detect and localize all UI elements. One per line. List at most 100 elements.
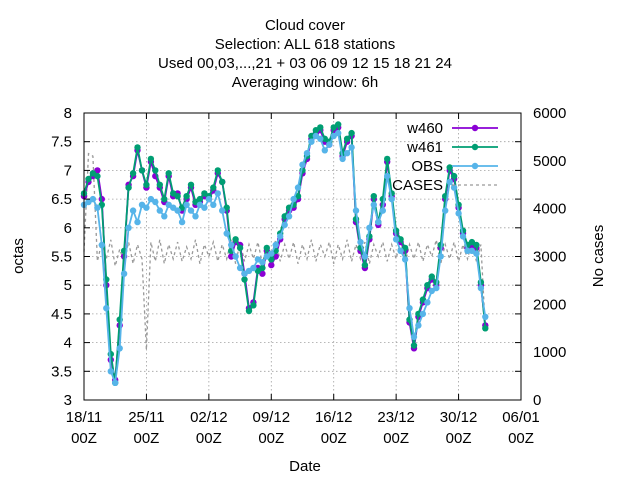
y2-tick-label: 0: [533, 392, 541, 409]
series-point-obs: [129, 207, 137, 214]
series-point-w461: [473, 241, 480, 249]
series-point-obs: [401, 256, 409, 263]
series-point-w460: [268, 261, 275, 269]
series-point-obs: [335, 129, 342, 137]
series-point-obs: [277, 233, 284, 240]
series-point-obs: [236, 264, 244, 272]
series-point-w461: [147, 155, 155, 163]
series-point-w461: [415, 310, 422, 318]
series-point-obs: [459, 233, 467, 240]
series-point-w461: [317, 124, 324, 131]
series-point-obs: [450, 184, 458, 191]
series-point-w461: [450, 172, 458, 180]
series-point-obs: [134, 218, 141, 226]
series-point-obs: [352, 207, 360, 214]
x-tick-label-date: 25/11: [128, 409, 164, 426]
series-point-obs: [299, 161, 306, 168]
series-point-obs: [317, 135, 324, 142]
series-point-obs: [290, 195, 297, 203]
series-point-w461: [165, 170, 172, 177]
series-point-obs: [178, 218, 186, 226]
series-point-obs: [321, 147, 328, 154]
series-point-obs: [161, 213, 168, 220]
series-point-obs: [285, 213, 293, 220]
series-point-w461: [134, 144, 141, 151]
series-point-w461: [183, 193, 190, 200]
x-tick-label-time: 00Z: [383, 430, 409, 447]
title-line-1: Selection: ALL 618 stations: [215, 36, 395, 53]
legend-marker-w460: [471, 124, 479, 132]
y2-tick-label: 4000: [533, 201, 566, 218]
legend: w460 w461 OBS CASES: [392, 120, 498, 194]
series-point-obs: [192, 213, 199, 220]
x-tick-label-time: 00Z: [196, 430, 222, 447]
series-cases: [83, 152, 486, 350]
x-tick-label-time: 00Z: [446, 430, 472, 447]
series-point-obs: [107, 368, 115, 375]
series-point-obs: [473, 250, 480, 257]
y2-tick-label: 6000: [533, 105, 566, 122]
y2-tick-label: 2000: [533, 296, 566, 313]
series-point-w461: [259, 264, 266, 272]
series-point-obs: [112, 379, 119, 386]
series-point-obs: [406, 305, 413, 312]
series-point-w461: [361, 261, 369, 269]
y-tick-label: 6.5: [51, 191, 72, 208]
series-point-obs: [446, 178, 453, 186]
x-tick-label-time: 00Z: [508, 430, 534, 447]
series-point-w461: [85, 175, 92, 183]
y2-axis-ticks: 0 1000 2000 3000 4000 5000 6000: [533, 105, 566, 409]
series-point-w461: [232, 236, 239, 243]
y-tick-label: 7: [64, 162, 72, 179]
series-point-w461: [219, 178, 226, 186]
series-point-w461: [143, 181, 150, 188]
series-point-obs: [339, 155, 346, 163]
series-point-w461: [410, 342, 418, 349]
series-point-w461: [384, 155, 391, 163]
series-point-obs: [433, 284, 440, 292]
title-line-3: Averaging window: 6h: [232, 74, 378, 91]
series-point-w461: [125, 184, 132, 191]
x-tick-label-date: 16/12: [315, 409, 353, 426]
series-layer: [80, 121, 489, 386]
series-point-w461: [482, 325, 489, 332]
series-point-obs: [89, 195, 97, 203]
series-point-obs: [392, 236, 400, 243]
y-tick-label: 3.5: [51, 363, 72, 380]
series-point-w461: [187, 181, 195, 188]
x-axis-ticks: 18/11 00Z 25/11 00Z 02/12 00Z 09/12 00Z 16/12 00Z…: [66, 113, 540, 447]
y-tick-label: 4.5: [51, 306, 72, 323]
series-point-obs: [183, 201, 190, 208]
series-point-obs: [343, 150, 351, 157]
series-point-w461: [428, 273, 435, 280]
y-tick-label: 8: [64, 105, 72, 122]
series-point-obs: [125, 224, 132, 231]
x-tick-label-time: 00Z: [321, 430, 347, 447]
series-point-w461: [210, 184, 217, 191]
series-point-obs: [348, 144, 355, 151]
legend-label-w461: w461: [406, 139, 443, 156]
series-point-w461: [94, 172, 101, 180]
series-point-w461: [263, 244, 270, 252]
series-line-cases: [83, 152, 486, 350]
series-point-obs: [103, 305, 110, 312]
x-tick-label-time: 00Z: [71, 430, 97, 447]
series-point-w461: [397, 236, 404, 243]
series-point-w461: [250, 302, 257, 309]
x-tick-label-date: 30/12: [440, 409, 478, 426]
x-tick-label-date: 02/12: [190, 409, 228, 426]
series-point-obs: [205, 195, 213, 203]
series-point-w461: [161, 195, 168, 203]
series-point-w461: [196, 195, 204, 203]
series-point-obs: [294, 184, 302, 191]
x-tick-label-date: 09/12: [253, 409, 291, 426]
series-point-w461: [152, 167, 159, 174]
y2-tick-label: 5000: [533, 153, 566, 170]
series-point-obs: [259, 259, 266, 266]
title-line-0: Cloud cover: [265, 17, 345, 34]
series-point-obs: [94, 204, 101, 211]
series-point-w461: [446, 164, 453, 171]
series-point-obs: [375, 218, 382, 226]
y-tick-label: 5: [64, 277, 72, 294]
series-point-obs: [156, 207, 163, 214]
